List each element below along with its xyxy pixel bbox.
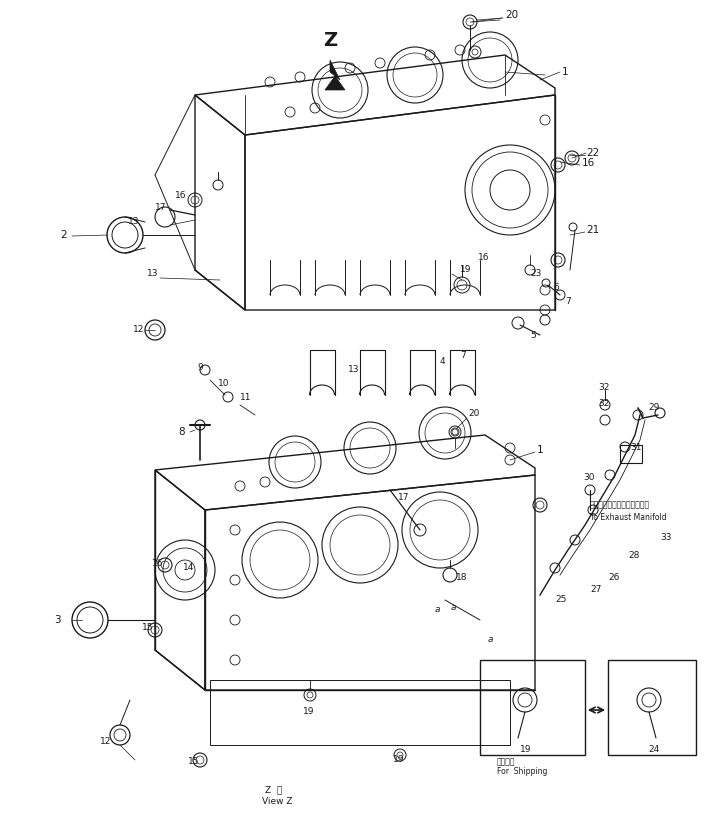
Text: 16: 16 <box>582 158 595 168</box>
Bar <box>480 660 585 755</box>
Text: 31: 31 <box>630 443 642 452</box>
Text: 1: 1 <box>537 445 544 455</box>
Text: 32: 32 <box>598 398 609 407</box>
Text: a: a <box>435 605 441 614</box>
Text: Z  視: Z 視 <box>265 785 282 794</box>
Text: 16: 16 <box>175 191 187 200</box>
Text: 5: 5 <box>530 330 536 339</box>
Text: 30: 30 <box>583 474 594 483</box>
Text: 7: 7 <box>460 350 466 359</box>
Text: 33: 33 <box>660 533 671 542</box>
Text: 19: 19 <box>303 708 314 717</box>
Text: 25: 25 <box>555 596 566 605</box>
Text: 22: 22 <box>586 148 599 158</box>
Text: 19: 19 <box>520 745 532 754</box>
Text: 11: 11 <box>240 393 252 402</box>
Text: For  Shipping: For Shipping <box>497 767 547 776</box>
Text: 2: 2 <box>60 230 67 240</box>
Text: 10: 10 <box>218 379 230 388</box>
Text: 20: 20 <box>505 10 518 20</box>
Text: 7: 7 <box>565 298 571 307</box>
Text: 1: 1 <box>562 67 569 77</box>
Text: 9: 9 <box>197 363 203 372</box>
Text: 17: 17 <box>398 493 410 502</box>
Text: View Z: View Z <box>262 798 293 807</box>
Text: 21: 21 <box>586 225 599 235</box>
Text: 13: 13 <box>348 366 360 375</box>
Bar <box>620 445 642 463</box>
Text: Z: Z <box>323 30 337 50</box>
Text: 32: 32 <box>598 384 609 393</box>
Text: a: a <box>451 603 457 612</box>
Text: 28: 28 <box>628 551 639 560</box>
Text: 27: 27 <box>590 586 601 595</box>
Bar <box>210 680 510 745</box>
Text: 23: 23 <box>530 268 541 277</box>
Text: 19: 19 <box>393 756 405 765</box>
Text: 16: 16 <box>152 559 164 568</box>
Text: 13: 13 <box>128 218 140 227</box>
Bar <box>608 660 696 755</box>
Text: 15: 15 <box>188 757 200 766</box>
Text: 4: 4 <box>440 357 446 366</box>
Text: a: a <box>488 636 493 645</box>
Text: 29: 29 <box>648 403 659 412</box>
Text: 18: 18 <box>456 573 467 582</box>
Text: 3: 3 <box>54 615 61 625</box>
Polygon shape <box>325 60 345 90</box>
Text: 24: 24 <box>648 745 659 754</box>
Text: 17: 17 <box>155 203 166 212</box>
Text: 運搬部品: 運搬部品 <box>497 757 515 766</box>
Text: 12: 12 <box>100 738 111 747</box>
Text: 16: 16 <box>478 254 489 263</box>
Text: 8: 8 <box>178 427 185 437</box>
Text: 19: 19 <box>460 266 472 275</box>
Text: 12: 12 <box>133 326 145 335</box>
Text: 20: 20 <box>468 410 479 419</box>
Text: To Exhaust Manifold: To Exhaust Manifold <box>590 514 667 523</box>
Text: 26: 26 <box>608 573 620 582</box>
Text: 15: 15 <box>142 623 154 632</box>
Text: エキゾーストマニホールドへ: エキゾーストマニホールドへ <box>590 501 650 510</box>
Text: 6: 6 <box>553 282 559 291</box>
Text: 13: 13 <box>147 268 159 277</box>
Text: 14: 14 <box>183 564 195 573</box>
